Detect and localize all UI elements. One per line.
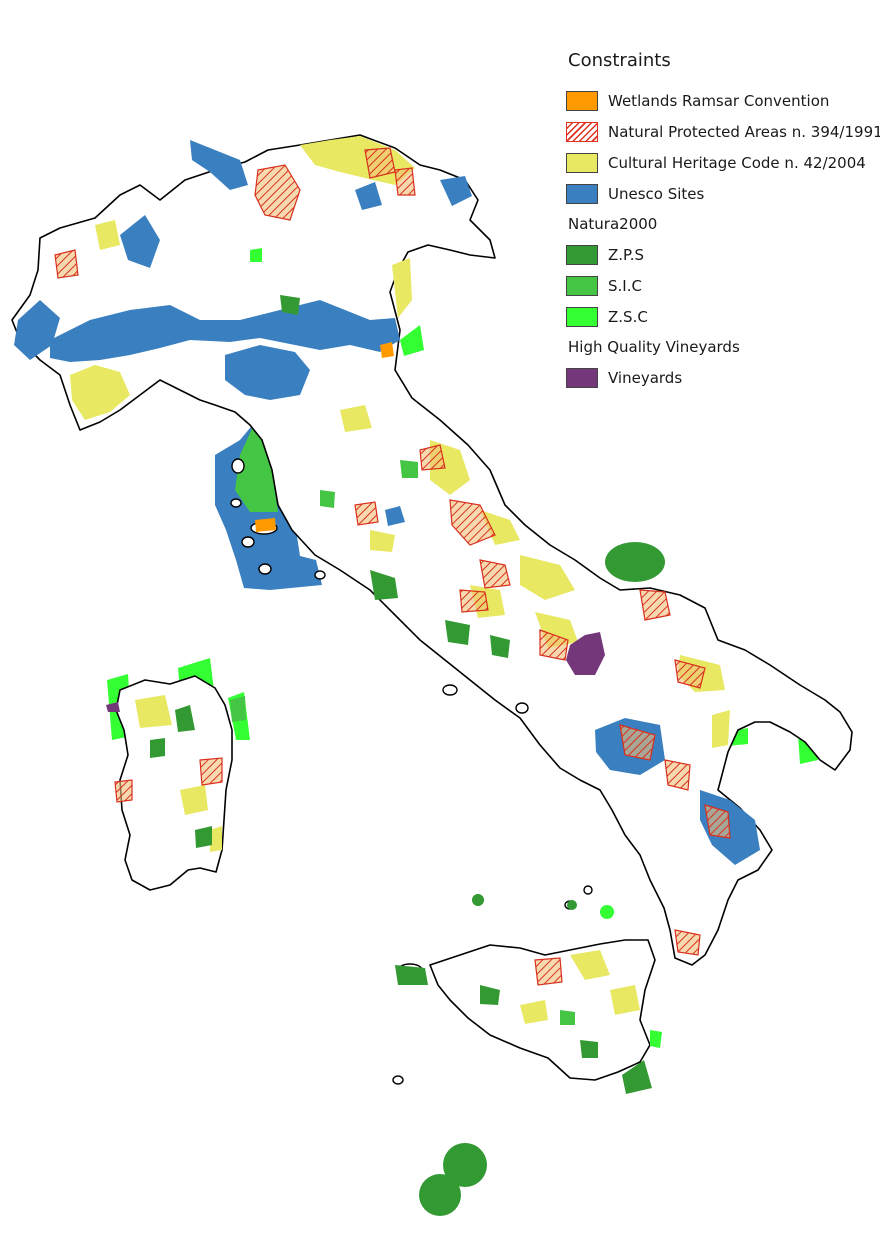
tuscany-marine-sic [235, 422, 278, 512]
legend-item-wetlands: Wetlands Ramsar Convention [566, 85, 876, 116]
legend-item-protected-areas: Natural Protected Areas n. 394/1991 [566, 116, 880, 147]
legend-label: Z.P.S [608, 245, 645, 264]
constraints-legend-group: Wetlands Ramsar Convention Natural Protec… [566, 85, 880, 209]
unesco-layer [14, 140, 760, 865]
sic-swatch [566, 275, 598, 296]
legend-item-zps: Z.P.S [566, 239, 876, 270]
natura2000-legend-group: Z.P.S S.I.C Z.S.C [566, 239, 876, 332]
legend-label: Wetlands Ramsar Convention [608, 91, 830, 110]
tremiti-zps [605, 542, 665, 582]
linosa-zps [419, 1174, 461, 1216]
zsc-swatch [566, 306, 598, 327]
wetlands-swatch [566, 90, 598, 111]
wetlands-layer [255, 342, 394, 532]
legend-label: Unesco Sites [608, 184, 705, 203]
legend-item-sic: S.I.C [566, 270, 876, 301]
protected-areas-layer [54, 147, 731, 986]
zps-swatch [566, 244, 598, 265]
cultural-heritage-swatch [566, 152, 598, 173]
sicily-south-zps [622, 1060, 652, 1094]
vineyards-legend-group: Vineyards [566, 362, 876, 393]
vineyards-layer [106, 632, 605, 712]
map-legend: Constraints Wetlands Ramsar Convention Na… [566, 50, 880, 393]
protected-areas-swatch [566, 121, 598, 142]
legend-label: Natural Protected Areas n. 394/1991 [608, 122, 880, 141]
legend-label: Cultural Heritage Code n. 42/2004 [608, 153, 866, 172]
legend-item-vineyards: Vineyards [566, 362, 876, 393]
natura2000-title: Natura2000 [568, 215, 658, 233]
legend-item-cultural-heritage: Cultural Heritage Code n. 42/2004 [566, 147, 876, 178]
legend-item-zsc: Z.S.C [566, 301, 876, 332]
lampedusa-zps [443, 1143, 487, 1187]
vineyards-group-title: High Quality Vineyards [568, 338, 740, 356]
legend-label: S.I.C [608, 276, 642, 295]
adriatic-zsc [400, 325, 424, 356]
vineyards-swatch [566, 367, 598, 388]
natura2000-layer [150, 248, 662, 1058]
legend-title: Constraints [568, 50, 671, 71]
legend-label: Z.S.C [608, 307, 648, 326]
unesco-swatch [566, 183, 598, 204]
legend-label: Vineyards [608, 368, 683, 387]
legend-item-unesco: Unesco Sites [566, 178, 876, 209]
